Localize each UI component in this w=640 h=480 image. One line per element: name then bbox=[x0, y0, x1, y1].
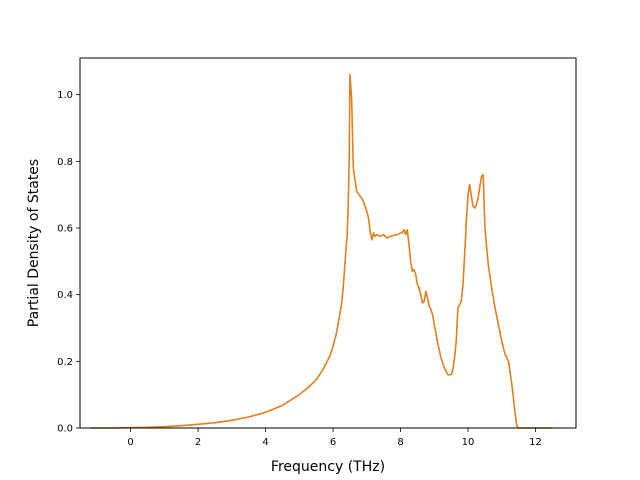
pdos-series-line-0 bbox=[90, 73, 553, 429]
y-tick-label: 0.2 bbox=[57, 357, 73, 368]
x-tick-label: 6 bbox=[330, 437, 336, 448]
plot-layer bbox=[90, 73, 553, 429]
x-tick-label: 12 bbox=[529, 437, 542, 448]
y-tick-label: 0.4 bbox=[57, 290, 73, 301]
y-axis-title: Partial Density of States bbox=[26, 159, 42, 327]
x-tick-label: 10 bbox=[462, 437, 475, 448]
y-tick-label: 0.6 bbox=[57, 224, 73, 235]
x-tick-label: 4 bbox=[262, 437, 268, 448]
plot-frame bbox=[79, 57, 577, 429]
x-axis: 0 2 4 6 8 10 12 bbox=[127, 428, 542, 448]
y-axis: 0.0 0.2 0.4 0.6 0.8 1.0 bbox=[57, 90, 80, 435]
y-tick-label: 1.0 bbox=[57, 90, 73, 101]
x-axis-title: Frequency (THz) bbox=[271, 459, 385, 475]
y-tick-label: 0.8 bbox=[57, 157, 73, 168]
x-tick-label: 0 bbox=[127, 437, 133, 448]
x-tick-label: 2 bbox=[195, 437, 201, 448]
y-tick-label: 0.0 bbox=[57, 424, 73, 435]
x-tick-label: 8 bbox=[397, 437, 403, 448]
